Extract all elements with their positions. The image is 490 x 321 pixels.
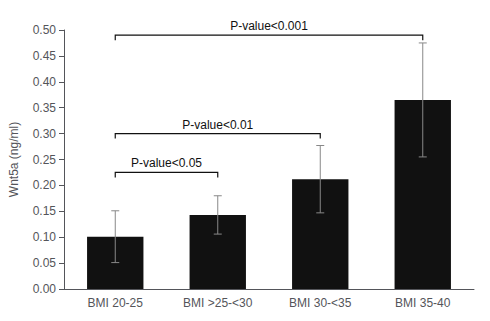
- svg-text:P-value<0.05: P-value<0.05: [131, 156, 202, 170]
- svg-text:0.00: 0.00: [33, 282, 57, 296]
- svg-text:0.45: 0.45: [33, 49, 57, 63]
- svg-text:0.35: 0.35: [33, 101, 57, 115]
- svg-text:P-value<0.01: P-value<0.01: [182, 118, 253, 132]
- svg-text:0.25: 0.25: [33, 153, 57, 167]
- svg-text:0.50: 0.50: [33, 23, 57, 37]
- svg-text:BMI 35-40: BMI 35-40: [395, 296, 451, 310]
- svg-text:P-value<0.001: P-value<0.001: [230, 19, 308, 33]
- svg-text:0.20: 0.20: [33, 178, 57, 192]
- svg-text:0.40: 0.40: [33, 75, 57, 89]
- svg-text:BMI 30-<35: BMI 30-<35: [289, 296, 352, 310]
- svg-text:0.15: 0.15: [33, 204, 57, 218]
- svg-text:BMI >25-<30: BMI >25-<30: [183, 296, 253, 310]
- svg-text:BMI 20-25: BMI 20-25: [88, 296, 144, 310]
- svg-text:0.05: 0.05: [33, 256, 57, 270]
- svg-text:0.30: 0.30: [33, 127, 57, 141]
- svg-text:Wnt5a (ng/ml): Wnt5a (ng/ml): [7, 122, 21, 197]
- svg-text:0.10: 0.10: [33, 230, 57, 244]
